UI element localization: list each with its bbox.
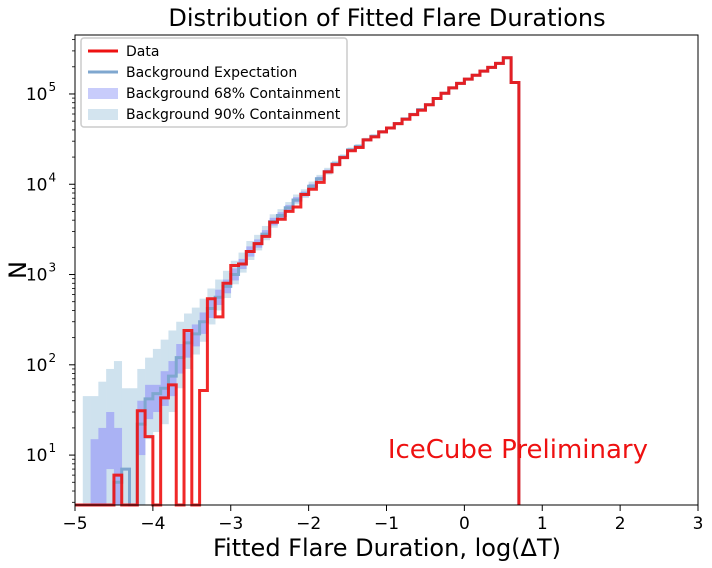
legend-label: Background 90% Containment	[126, 107, 341, 123]
legend-box	[80, 37, 348, 128]
band68-bin	[184, 332, 193, 358]
x-tick-label: 2	[615, 514, 626, 534]
y-tick-label: 102	[26, 351, 56, 376]
band68-bin	[145, 384, 154, 420]
band68-bin	[168, 361, 177, 397]
y-tick-label: 104	[26, 170, 56, 195]
x-axis-label: Fitted Flare Duration, log(ΔT)	[213, 534, 561, 562]
x-tick-label: 3	[693, 514, 704, 534]
x-tick-label: −2	[296, 514, 321, 534]
data-line	[75, 56, 521, 507]
band90-bin	[129, 388, 138, 505]
x-axis-ticks: −5 −4 −3 −2 −1 0 1 2 3	[62, 505, 703, 534]
band68-bin	[106, 412, 115, 470]
chart-title: Distribution of Fitted Flare Durations	[168, 4, 605, 32]
icecube-preliminary-annotation: IceCube Preliminary	[388, 435, 648, 465]
legend: Data Background Expectation Background 68%…	[80, 37, 348, 128]
band68-bin	[137, 400, 146, 456]
x-tick-label: 1	[537, 514, 548, 534]
band90-bin	[82, 396, 91, 505]
band90-bin	[121, 388, 130, 505]
band68-bin	[98, 427, 107, 505]
x-tick-label: −4	[140, 514, 165, 534]
legend-swatch	[88, 109, 118, 120]
y-axis-label: N	[4, 261, 32, 279]
legend-label: Data	[126, 44, 159, 60]
x-tick-label: −3	[218, 514, 243, 534]
band68-bin	[90, 439, 99, 505]
band68-bin	[191, 324, 200, 347]
x-tick-label: −1	[374, 514, 399, 534]
y-tick-label: 101	[26, 441, 56, 466]
x-tick-label: −5	[62, 514, 87, 534]
x-tick-label: 0	[459, 514, 470, 534]
legend-label: Background Expectation	[126, 65, 297, 81]
band68-bin	[152, 384, 161, 413]
y-tick-label: 105	[26, 80, 56, 105]
legend-label: Background 68% Containment	[126, 86, 341, 102]
legend-swatch	[88, 88, 118, 99]
band68-bin	[113, 427, 123, 505]
